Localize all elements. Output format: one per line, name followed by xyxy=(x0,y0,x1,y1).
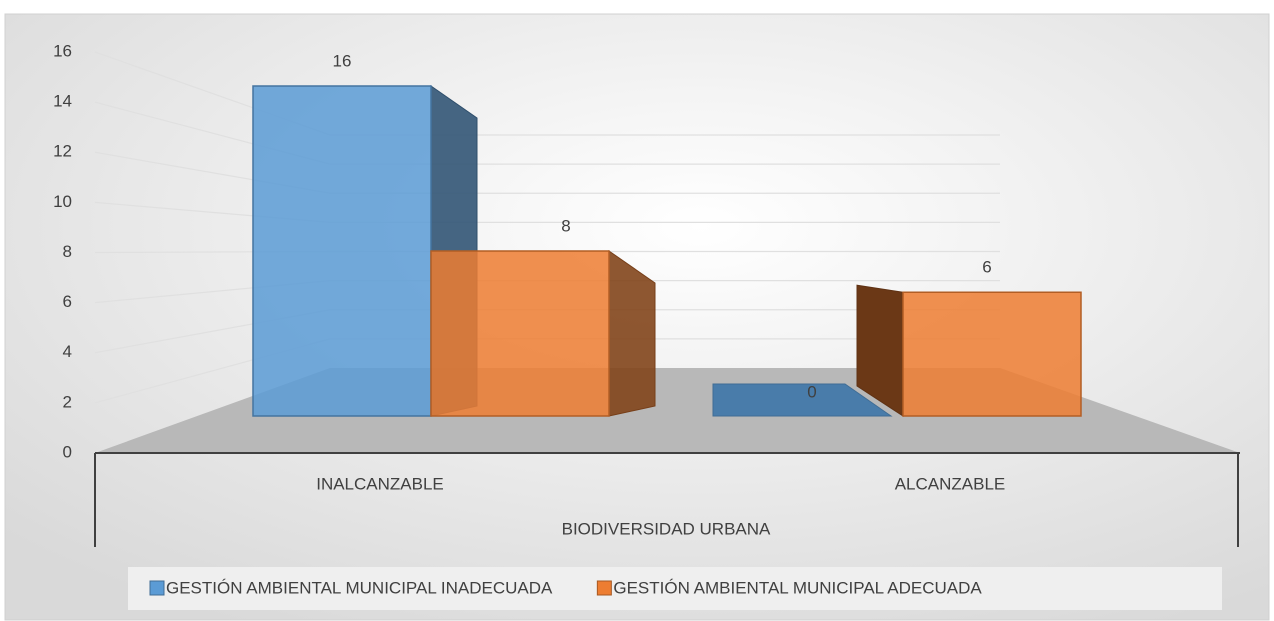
bar xyxy=(712,383,893,417)
data-label: 6 xyxy=(982,258,991,277)
x-tick-label: ALCANZABLE xyxy=(895,474,1006,493)
legend xyxy=(128,567,1222,610)
bar xyxy=(856,284,1082,417)
y-tick-label: 6 xyxy=(63,292,72,311)
data-label: 0 xyxy=(807,382,816,401)
y-tick-label: 10 xyxy=(53,192,72,211)
legend-label: GESTIÓN AMBIENTAL MUNICIPAL INADECUADA xyxy=(166,578,553,597)
y-tick-label: 4 xyxy=(63,342,72,361)
bar xyxy=(430,250,656,417)
bar-face xyxy=(902,291,1082,417)
bar-face xyxy=(712,383,893,417)
y-tick-label: 12 xyxy=(53,142,72,161)
data-label: 16 xyxy=(333,51,352,70)
y-tick-label: 8 xyxy=(63,242,72,261)
legend-label: GESTIÓN AMBIENTAL MUNICIPAL ADECUADA xyxy=(613,578,982,597)
x-axis-title: BIODIVERSIDAD URBANA xyxy=(562,519,771,538)
data-label: 8 xyxy=(561,216,570,235)
bar-face xyxy=(430,250,610,417)
bar-face xyxy=(252,85,432,417)
y-tick-label: 0 xyxy=(63,442,72,461)
legend-swatch xyxy=(149,580,165,596)
y-tick-label: 2 xyxy=(63,392,72,411)
x-tick-label: INALCANZABLE xyxy=(316,474,444,493)
y-tick-label: 14 xyxy=(53,92,72,111)
y-tick-label: 16 xyxy=(53,41,72,60)
legend-swatch xyxy=(596,580,612,596)
